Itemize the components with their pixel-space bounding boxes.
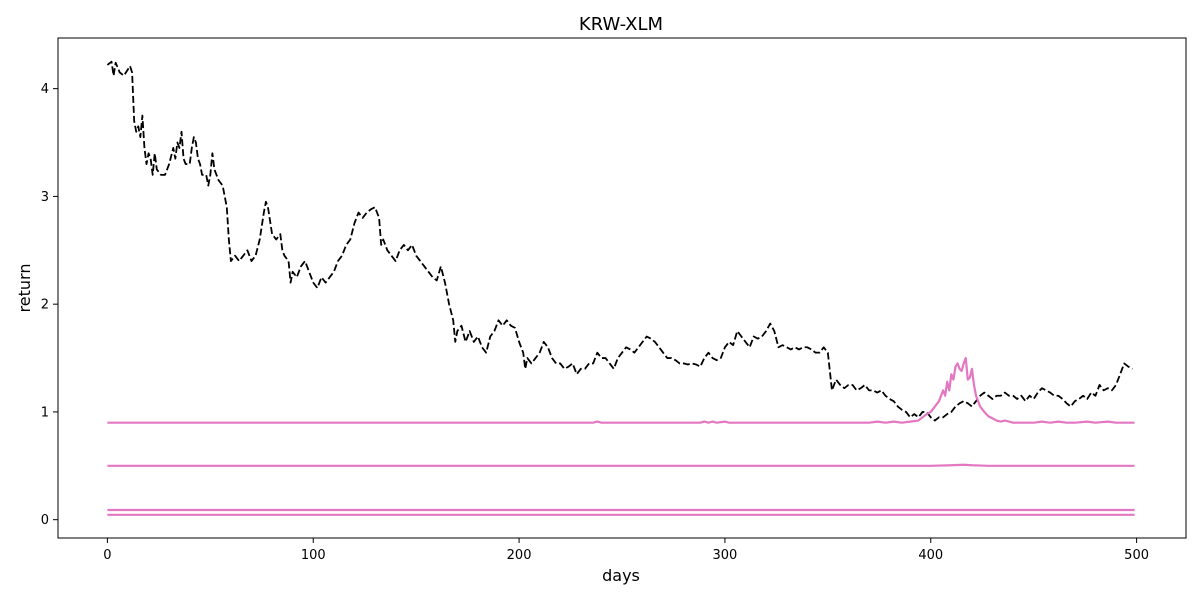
series-layer <box>106 60 1135 516</box>
band-series-line-1 <box>107 356 1135 424</box>
x-tick-label: 300 <box>713 548 738 563</box>
y-tick-label: 1 <box>41 405 49 420</box>
y-axis-label: return <box>15 264 34 313</box>
x-tick-label: 400 <box>918 548 943 563</box>
plot-frame <box>57 37 1187 539</box>
y-tick-label: 4 <box>41 82 49 97</box>
x-tick-label: 0 <box>103 548 111 563</box>
chart-title: KRW-XLM <box>579 14 663 35</box>
y-axis: 0 1 2 3 4 <box>41 82 58 528</box>
band-series-line-2 <box>107 463 1135 467</box>
x-tick-label: 500 <box>1124 548 1149 563</box>
x-axis: 0 100 200 300 400 500 <box>103 538 1149 563</box>
x-tick-label: 100 <box>301 548 326 563</box>
y-tick-label: 0 <box>41 513 49 528</box>
y-tick-label: 2 <box>41 298 49 313</box>
x-tick-label: 200 <box>507 548 532 563</box>
y-tick-label: 3 <box>41 190 49 205</box>
x-axis-label: days <box>602 566 640 585</box>
price-series-line <box>106 60 1133 422</box>
